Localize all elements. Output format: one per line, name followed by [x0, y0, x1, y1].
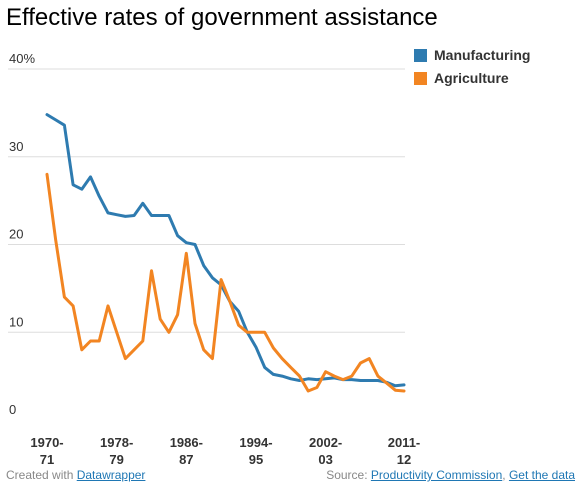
get-the-data-link[interactable]: Get the data: [508, 468, 575, 482]
legend-item-manufacturing: Manufacturing: [414, 44, 530, 66]
legend-swatch-agriculture: [414, 71, 427, 85]
series-line-manufacturing: [45, 113, 406, 388]
series-line-agriculture: [45, 172, 406, 393]
x-tick-label: 2011-12: [388, 435, 421, 467]
chart-title: Effective rates of government assistance: [6, 4, 438, 31]
source-separator: ,: [502, 468, 506, 482]
y-tick-label: 10: [9, 314, 23, 329]
x-tick-label: 1986-87: [170, 435, 203, 467]
y-tick-label: 40%: [9, 51, 35, 66]
footer-source: Source: Productivity Commission, Get the…: [326, 468, 575, 482]
x-axis-ticks: 1970-71 1978-79 1986-87 1994-95 2002-03 2011-…: [30, 435, 420, 467]
y-tick-label: 30: [9, 139, 23, 154]
x-tick-label: 1970-71: [30, 435, 63, 467]
x-tick-label: 1978-79: [100, 435, 133, 467]
x-tick-label: 2002-03: [309, 435, 342, 467]
source-prefix-text: Source:: [326, 468, 368, 482]
gridlines: [8, 68, 405, 333]
legend-item-agriculture: Agriculture: [414, 67, 530, 89]
y-tick-label: 0: [9, 402, 16, 417]
created-with-text: Created with: [6, 468, 74, 482]
datawrapper-link[interactable]: Datawrapper: [76, 468, 146, 482]
legend-label-agriculture: Agriculture: [434, 70, 509, 86]
series-lines: [45, 113, 406, 393]
y-axis-ticks: 40% 30 20 10 0: [9, 51, 35, 417]
x-tick-label: 1994-95: [239, 435, 272, 467]
productivity-commission-link[interactable]: Productivity Commission: [370, 468, 503, 482]
legend-swatch-manufacturing: [414, 48, 427, 62]
legend-label-manufacturing: Manufacturing: [434, 47, 531, 63]
footer-credit: Created with Datawrapper: [6, 468, 145, 482]
y-tick-label: 20: [9, 227, 23, 242]
legend: Manufacturing Agriculture: [414, 44, 530, 90]
